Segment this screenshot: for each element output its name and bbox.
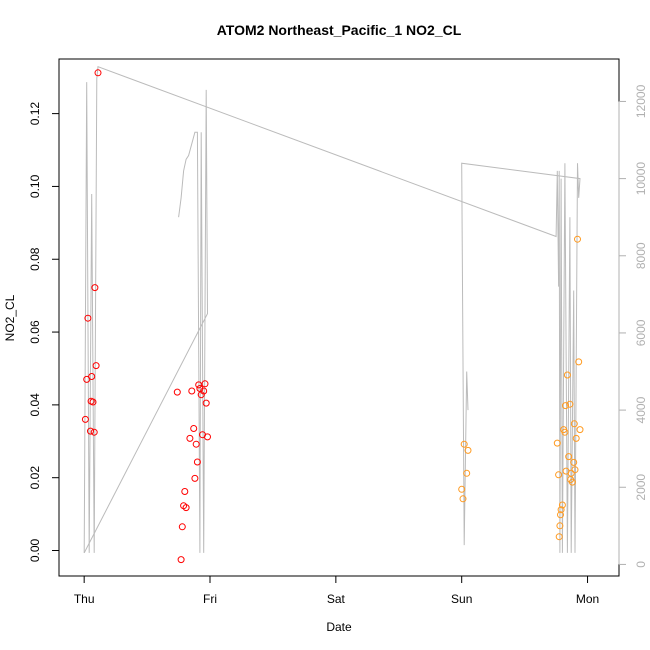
data-point <box>181 488 189 495</box>
data-point <box>459 495 467 503</box>
data-point <box>556 522 564 530</box>
data-point <box>204 433 211 441</box>
data-point <box>571 466 579 474</box>
y2-tick-label: 2000 <box>634 474 648 501</box>
y-tick-label: 0.12 <box>28 102 42 126</box>
data-point <box>88 373 96 380</box>
data-point <box>558 501 566 509</box>
data-point <box>572 434 580 442</box>
data-point <box>567 469 575 477</box>
x-axis: Thu Fri Sat Sun Mon <box>74 575 599 606</box>
data-point <box>190 425 198 432</box>
x-axis-label: Date <box>326 620 352 634</box>
data-point <box>200 387 208 395</box>
data-point <box>202 399 210 407</box>
y2-tick-label: 0 <box>634 561 648 568</box>
data-point <box>460 440 468 448</box>
secondary-series-line-segment <box>83 89 209 554</box>
data-point <box>186 434 194 442</box>
data-point <box>84 314 92 322</box>
data-point <box>464 446 472 454</box>
data-point <box>87 427 94 435</box>
data-point <box>182 504 190 512</box>
y-tick-label: 0.00 <box>28 539 42 563</box>
y2-tick-label: 4000 <box>634 396 648 423</box>
data-point <box>83 375 91 383</box>
data-point <box>566 400 574 408</box>
secondary-series-line <box>83 66 581 553</box>
data-point <box>555 471 563 479</box>
y2-tick-label: 6000 <box>634 319 648 346</box>
data-point <box>576 426 584 434</box>
secondary-line-layer <box>83 66 581 554</box>
x-tick-label: Thu <box>74 592 95 606</box>
y-tick-label: 0.02 <box>28 466 42 490</box>
data-point <box>458 485 466 493</box>
data-point <box>191 474 199 482</box>
x-tick-label: Sun <box>451 592 472 606</box>
y-tick-label: 0.08 <box>28 247 42 271</box>
y-axis-label: NO2_CL <box>3 294 17 341</box>
data-point <box>173 388 181 396</box>
data-point <box>81 415 89 423</box>
chart-title: ATOM2 Northeast_Pacific_1 NO2_CL <box>217 22 462 38</box>
data-point <box>557 511 564 519</box>
y2-tick-label: 8000 <box>634 242 648 269</box>
data-point <box>568 478 576 486</box>
data-point <box>561 428 569 436</box>
points-layer <box>81 69 584 564</box>
data-point <box>91 284 99 292</box>
x-tick-label: Fri <box>203 592 217 606</box>
y2-tick-label: 12000 <box>634 84 648 118</box>
data-point <box>562 402 569 410</box>
data-point <box>575 358 583 366</box>
data-point <box>570 458 578 466</box>
data-point <box>201 380 209 388</box>
plot-frame <box>58 58 620 577</box>
data-point <box>177 556 185 564</box>
y-axis: 0.00 0.02 0.04 0.06 0.08 0.10 0.12 <box>28 102 60 563</box>
y2-tick-label: 10000 <box>634 162 648 196</box>
data-point <box>192 440 200 448</box>
x-tick-label: Mon <box>576 592 599 606</box>
data-point <box>92 362 100 370</box>
data-point <box>94 69 102 77</box>
data-point <box>178 523 186 531</box>
data-point <box>570 420 578 428</box>
y-tick-label: 0.06 <box>28 320 42 344</box>
data-point <box>463 469 471 477</box>
data-point <box>555 533 563 541</box>
y2-axis: 0 2000 4000 6000 8000 10000 12000 <box>618 84 648 568</box>
data-point <box>188 387 196 395</box>
data-point <box>89 398 97 406</box>
y-tick-label: 0.10 <box>28 174 42 198</box>
data-point <box>553 439 561 447</box>
y-tick-label: 0.04 <box>28 393 42 417</box>
data-point <box>90 428 98 436</box>
data-point <box>563 371 571 379</box>
x-tick-label: Sat <box>327 592 346 606</box>
data-point <box>565 453 573 461</box>
data-point <box>557 506 565 514</box>
data-point <box>574 235 581 243</box>
data-point <box>193 458 201 466</box>
